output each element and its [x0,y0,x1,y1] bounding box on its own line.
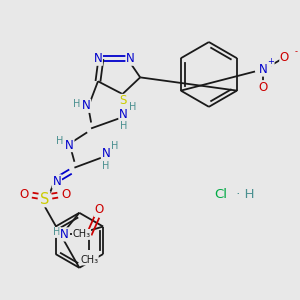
Text: H: H [102,161,110,171]
Text: S: S [119,94,126,107]
Text: +: + [267,57,274,66]
Text: N: N [126,52,135,65]
Text: H: H [120,122,127,131]
Text: N: N [52,175,61,188]
Text: H: H [73,99,80,109]
Text: O: O [20,188,29,201]
Text: N: N [101,147,110,161]
Text: N: N [94,52,102,65]
Text: CH₃: CH₃ [73,230,91,239]
Text: H: H [56,136,63,146]
Text: O: O [94,203,104,216]
Text: N: N [259,63,267,76]
Text: S: S [40,192,50,207]
Text: · H: · H [232,188,255,201]
Text: O: O [280,51,289,64]
Text: H: H [111,141,118,151]
Text: N: N [119,108,128,121]
Text: H: H [53,227,60,237]
Text: O: O [258,81,268,94]
Text: CH₃: CH₃ [80,255,98,265]
Text: -: - [295,47,298,56]
Text: N: N [60,228,69,241]
Text: H: H [129,102,136,112]
Text: N: N [65,139,74,152]
Text: N: N [82,99,91,112]
Text: O: O [61,188,70,201]
Text: Cl: Cl [214,188,227,201]
